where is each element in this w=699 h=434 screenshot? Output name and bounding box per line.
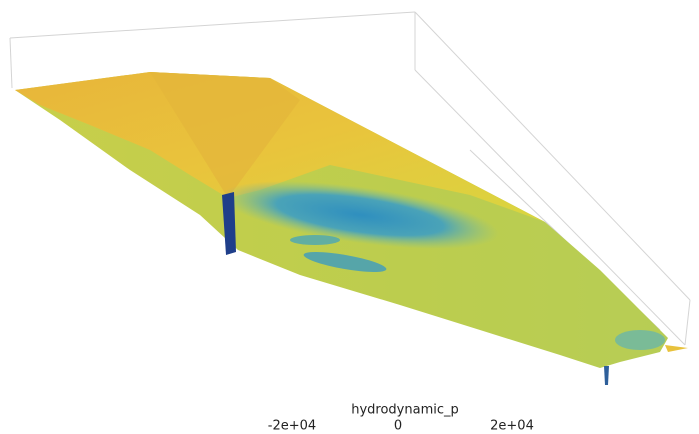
colorbar-tick-label: 0 bbox=[394, 419, 402, 434]
skeg bbox=[604, 366, 609, 385]
rudder bbox=[222, 192, 236, 255]
colorbar-tick-label: -2e+04 bbox=[268, 419, 316, 434]
low-pressure-zone bbox=[290, 235, 340, 245]
colorbar-title: hydrodynamic_p bbox=[351, 403, 459, 418]
colorbar-tick-label: 2e+04 bbox=[490, 419, 534, 434]
box-edge bbox=[414, 11, 691, 301]
box-edge bbox=[684, 299, 691, 346]
bow-tip bbox=[665, 345, 688, 352]
box-edge bbox=[9, 37, 13, 89]
box-edge bbox=[9, 11, 416, 39]
bow-zone bbox=[615, 330, 665, 350]
low-pressure-zone bbox=[303, 251, 387, 273]
deck-surface bbox=[15, 72, 545, 222]
hull bbox=[15, 72, 688, 385]
box-edge bbox=[414, 69, 686, 346]
deck-facet bbox=[150, 72, 300, 198]
low-pressure-zone bbox=[221, 181, 499, 249]
